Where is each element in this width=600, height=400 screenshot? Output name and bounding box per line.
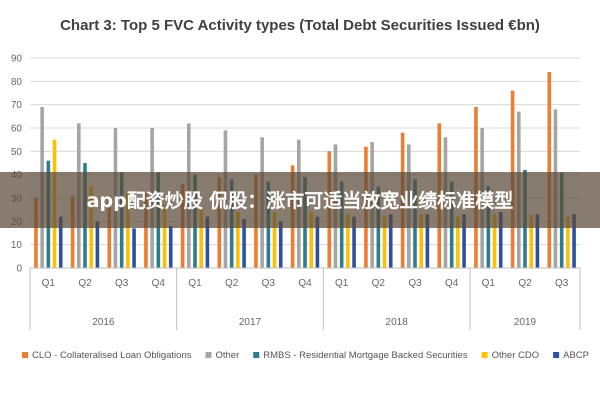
bar bbox=[566, 216, 570, 268]
bars bbox=[34, 72, 576, 269]
x-tick-label: Q2 bbox=[78, 278, 92, 289]
bar bbox=[205, 216, 210, 268]
legend-item: Other bbox=[205, 350, 239, 361]
x-tick-label: Q4 bbox=[298, 278, 312, 289]
legend-swatch bbox=[253, 352, 260, 358]
bar bbox=[144, 193, 148, 268]
legend: CLO - Collateralised Loan Obligations Oth… bbox=[22, 350, 589, 361]
y-axis-ticks: 0102030405060708090 bbox=[11, 54, 23, 275]
bar bbox=[572, 214, 576, 268]
legend-swatch bbox=[481, 352, 488, 358]
bar bbox=[309, 212, 313, 268]
year-label: 2019 bbox=[514, 317, 537, 328]
x-tick-label: Q3 bbox=[262, 278, 276, 289]
legend-label: Other CDO bbox=[492, 350, 540, 361]
x-tick-label: Q4 bbox=[152, 278, 166, 289]
legend-label: RMBS - Residential Mortgage Backed Secur… bbox=[263, 350, 468, 361]
legend-label: Other bbox=[215, 350, 239, 361]
bar bbox=[315, 216, 320, 268]
bar bbox=[272, 212, 277, 268]
bar bbox=[199, 209, 203, 268]
overlay-banner-text: app配资炒股 侃股：涨市可适当放宽业绩标准模型 bbox=[87, 189, 514, 212]
bar bbox=[34, 198, 38, 268]
year-label: 2017 bbox=[239, 317, 262, 328]
bar bbox=[547, 72, 552, 268]
x-tick-label: Q4 bbox=[445, 278, 459, 289]
legend-swatch bbox=[553, 352, 560, 358]
legend-label: CLO - Collateralised Loan Obligations bbox=[32, 350, 192, 361]
year-label: 2016 bbox=[92, 317, 115, 328]
x-axis-ticks: Q1 Q2 Q3 Q4 Q1 Q2 Q3 Q4 Q1 Q2 Q3 Q4 Q1 Q2 Q3 2016 2017 20… bbox=[29, 267, 581, 330]
bar bbox=[456, 216, 460, 268]
bar bbox=[382, 216, 387, 268]
series-4 bbox=[58, 212, 576, 268]
bar bbox=[529, 214, 533, 268]
legend-item: ABCP bbox=[553, 350, 589, 361]
legend-item: Other CDO bbox=[481, 350, 540, 361]
bar bbox=[132, 228, 136, 268]
bar bbox=[95, 221, 100, 268]
legend-swatch bbox=[22, 352, 28, 358]
x-tick-label: Q2 bbox=[225, 278, 239, 289]
x-tick-label: Q1 bbox=[188, 278, 202, 289]
y-tick-label: 90 bbox=[11, 54, 23, 65]
overlay-banner-background bbox=[0, 172, 600, 228]
y-tick-label: 10 bbox=[11, 240, 23, 251]
y-tick-label: 80 bbox=[11, 77, 23, 88]
year-label: 2018 bbox=[386, 317, 409, 328]
bar bbox=[419, 214, 423, 268]
legend-label: ABCP bbox=[563, 350, 589, 361]
bar bbox=[425, 214, 430, 268]
bar bbox=[492, 214, 497, 268]
x-tick-label: Q2 bbox=[372, 278, 386, 289]
x-tick-label: Q2 bbox=[518, 278, 532, 289]
x-tick-label: Q3 bbox=[555, 278, 569, 289]
bar bbox=[58, 216, 63, 268]
bar bbox=[352, 216, 356, 268]
legend-item: CLO - Collateralised Loan Obligations bbox=[22, 350, 192, 361]
series-0 bbox=[34, 72, 552, 269]
bar bbox=[278, 221, 283, 268]
bar bbox=[107, 195, 112, 268]
legend-swatch bbox=[205, 352, 212, 358]
y-tick-label: 0 bbox=[16, 264, 22, 275]
legend-item: RMBS - Residential Mortgage Backed Secur… bbox=[253, 350, 468, 361]
bar bbox=[126, 191, 130, 268]
bar bbox=[242, 219, 246, 268]
bar bbox=[535, 214, 540, 268]
y-tick-label: 50 bbox=[11, 147, 23, 158]
bar bbox=[498, 212, 503, 268]
x-tick-label: Q3 bbox=[408, 278, 422, 289]
overlay-banner: app配资炒股 侃股：涨市可适当放宽业绩标准模型 bbox=[0, 172, 600, 228]
x-tick-label: Q3 bbox=[115, 278, 129, 289]
x-tick-label: Q1 bbox=[42, 278, 56, 289]
bar bbox=[168, 226, 173, 268]
bar bbox=[388, 214, 393, 268]
y-tick-label: 70 bbox=[11, 100, 23, 111]
bar bbox=[236, 212, 240, 268]
bar bbox=[462, 214, 466, 268]
x-tick-label: Q1 bbox=[335, 278, 349, 289]
bar bbox=[70, 195, 75, 268]
x-tick-label: Q1 bbox=[482, 278, 496, 289]
bar bbox=[346, 214, 350, 268]
y-tick-label: 60 bbox=[11, 124, 23, 135]
chart-title: Chart 3: Top 5 FVC Activity types (Total… bbox=[60, 17, 540, 34]
bar bbox=[162, 205, 167, 268]
